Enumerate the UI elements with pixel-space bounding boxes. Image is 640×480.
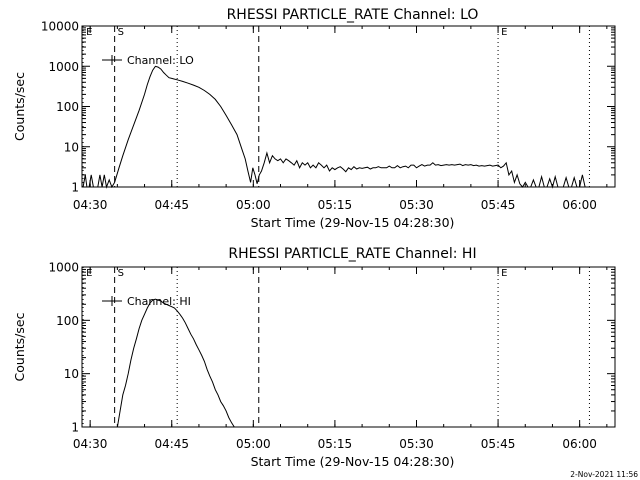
plot-lo-marker-label-0: E — [86, 27, 92, 38]
plot-hi-xtick-label-6: 06:00 — [562, 437, 597, 451]
plot-lo-xtick-label-4: 05:30 — [399, 198, 434, 212]
plot-lo-frame — [81, 25, 616, 188]
plot-lo-marker-label-1: S — [118, 27, 124, 38]
plot-lo-ytick-label-3: 1000 — [48, 60, 79, 74]
plot-hi-frame — [81, 266, 616, 428]
plot-hi-ytick-label-1: 10 — [64, 367, 79, 381]
plot-hi-ytick-label-0: 1 — [71, 421, 79, 435]
plot-hi-xtick-label-3: 05:15 — [318, 437, 353, 451]
plot-lo-ytick-label-4: 10000 — [41, 20, 79, 34]
plot-hi-marker-label-0: E — [86, 268, 92, 279]
plot-lo-xtick-label-5: 05:45 — [481, 198, 516, 212]
plot-hi-xtick-label-5: 05:45 — [481, 437, 516, 451]
plot-hi-xtick-label-4: 05:30 — [399, 437, 434, 451]
plot-hi-marker-label-4: E — [501, 268, 507, 279]
plot-hi-xtick-label-0: 04:30 — [73, 437, 108, 451]
plot-lo-xtick-label-0: 04:30 — [73, 198, 108, 212]
plot-lo-title: RHESSI PARTICLE_RATE Channel: LO — [227, 7, 479, 23]
plot-hi-xlabel: Start Time (29-Nov-15 04:28:30) — [251, 454, 455, 469]
plot-lo-xtick-label-6: 06:00 — [562, 198, 597, 212]
plot-lo-xtick-label-3: 05:15 — [318, 198, 353, 212]
plot-hi-title: RHESSI PARTICLE_RATE Channel: HI — [228, 246, 476, 262]
plot-hi-xtick-label-1: 04:45 — [154, 437, 189, 451]
footer-timestamp: 2-Nov-2021 11:56 — [570, 470, 638, 479]
plot-hi-series-line-0 — [116, 298, 235, 428]
plot-hi-ytick-label-3: 1000 — [48, 261, 79, 275]
plot-hi-marker-label-1: S — [118, 268, 124, 279]
plot-lo-legend-label: Channel: LO — [127, 54, 194, 67]
plot-hi-xtick-label-2: 05:00 — [236, 437, 271, 451]
plot-lo-xtick-label-2: 05:00 — [236, 198, 271, 212]
plot-lo-ytick-label-2: 100 — [56, 100, 79, 114]
plot-lo-series-line-0 — [82, 65, 615, 189]
plot-hi-legend-label: Channel: HI — [127, 295, 191, 308]
plot-lo-ylabel: Counts/sec — [12, 72, 27, 141]
plot-hi-ytick-label-2: 100 — [56, 314, 79, 328]
plot-lo-xlabel: Start Time (29-Nov-15 04:28:30) — [251, 215, 455, 230]
plot-lo-marker-label-4: E — [501, 27, 507, 38]
plot-lo-ytick-label-1: 10 — [64, 140, 79, 154]
plot-hi-ylabel: Counts/sec — [12, 312, 27, 381]
plot-lo-ytick-label-0: 1 — [71, 181, 79, 195]
plot-lo-xtick-label-1: 04:45 — [154, 198, 189, 212]
